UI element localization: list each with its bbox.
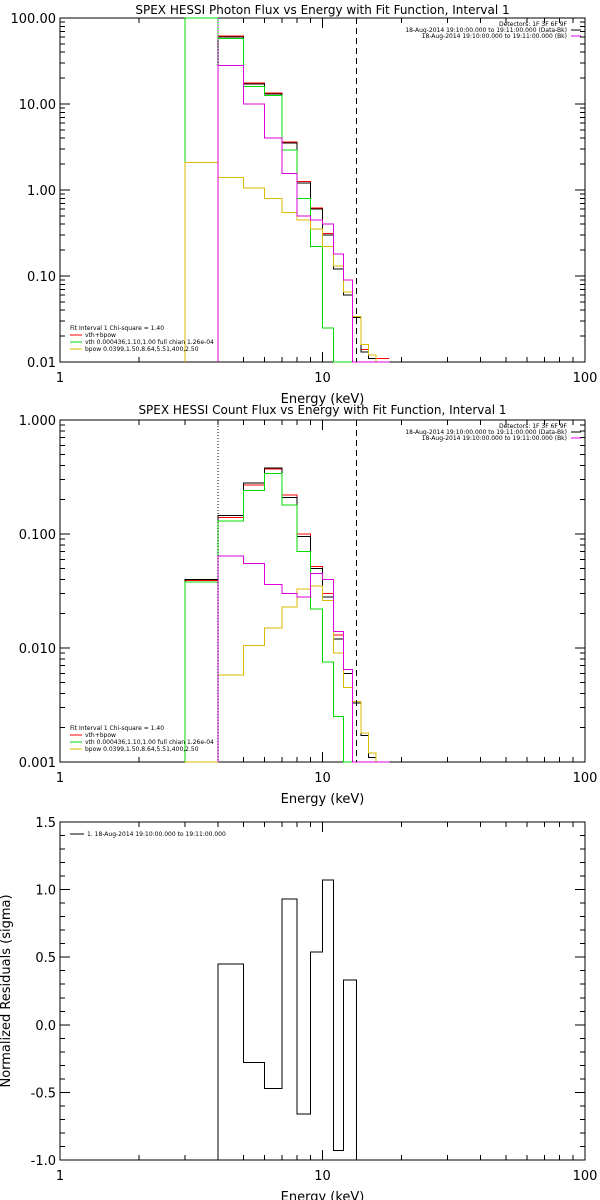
x-tick-label: 1 [56, 771, 64, 786]
y-tick-label: 1.0 [35, 884, 56, 899]
series-line [184, 472, 390, 763]
x-tick-label: 1 [56, 371, 64, 386]
x-axis-label: Energy (keV) [281, 392, 365, 407]
x-axis-label: Energy (keV) [281, 792, 365, 807]
chart-count: SPEX HESSI Count Flux vs Energy with Fit… [19, 403, 598, 807]
y-tick-label: 1.5 [35, 816, 56, 831]
info-line: Detectors: 1F 3F 6F 9F [499, 423, 568, 430]
series-line [184, 17, 390, 363]
chart-resid: 1 10 100 Energy (keV) -1.0 -0.5 0.0 0.5 1.0 1.5 No… [0, 816, 597, 1200]
chart-title: SPEX HESSI Count Flux vs Energy with Fit… [138, 403, 506, 417]
plot-frame [59, 821, 586, 1161]
series-line [185, 585, 390, 763]
chart-photon: SPEX HESSI Photon Flux vs Energy with Fi… [11, 3, 598, 407]
series-line [217, 555, 390, 763]
legend-entry: vth+bpow [85, 332, 116, 339]
x-tick-label: 100 [573, 771, 598, 786]
legend-entry: bpow 0.0399,1.50,8.64,5.51,400,2.50 [85, 346, 199, 353]
x-tick-label: 10 [314, 371, 331, 386]
y-axis-label: Normalized Residuals (sigma) [0, 894, 14, 1087]
series-line [184, 468, 390, 763]
x-tick-label: 10 [314, 1169, 331, 1184]
y-tick-label: 1.000 [19, 414, 56, 429]
y-tick-label: 0.10 [27, 270, 56, 285]
info-line: 18-Aug-2014 19:10:00.000 to 19:11:00.000… [405, 27, 567, 34]
legend-title: Fit Interval 1 Chi-square = 1.40 [70, 725, 164, 732]
y-tick-label: 0.001 [19, 756, 56, 771]
series-line [184, 467, 390, 763]
x-tick-label: 100 [573, 371, 598, 386]
y-tick-label: 1.00 [27, 184, 56, 199]
series-line [217, 65, 390, 363]
legend-entry: vth 0.000436,1.10,1.00 full chian 1.26e-… [85, 739, 214, 746]
legend-title: Fit Interval 1 Chi-square = 1.40 [70, 325, 164, 332]
series-line [217, 879, 358, 1160]
y-tick-label: 0.01 [27, 356, 56, 371]
legend-entry: vth+bpow [85, 732, 116, 739]
info-line: 18-Aug-2014 19:10:00.000 to 19:11:00.000… [405, 429, 567, 436]
x-tick-label: 100 [573, 1169, 598, 1184]
y-tick-label: -1.0 [31, 1154, 56, 1169]
legend-entry: 1. 18-Aug-2014 19:10:00.000 to 19:11:00.… [87, 831, 226, 838]
y-tick-label: 0.010 [19, 642, 56, 657]
y-tick-label: 10.00 [19, 98, 56, 113]
y-tick-label: 100.00 [11, 12, 57, 27]
y-tick-label: 0.5 [35, 951, 56, 966]
legend-entry: vth 0.000436,1.10,1.00 full chian 1.26e-… [85, 339, 214, 346]
y-tick-label: -0.5 [31, 1086, 56, 1101]
y-tick-label: 0.0 [35, 1019, 56, 1034]
chart-title: SPEX HESSI Photon Flux vs Energy with Fi… [135, 3, 509, 17]
x-tick-label: 1 [56, 1169, 64, 1184]
info-line: 18-Aug-2014 19:10:00.000 to 19:11:00.000… [422, 435, 567, 442]
x-tick-label: 10 [314, 771, 331, 786]
legend-entry: bpow 0.0399,1.50,8.64,5.51,400,2.50 [85, 746, 199, 753]
series-line [184, 161, 390, 363]
info-line: 18-Aug-2014 19:10:00.000 to 19:11:00.000… [422, 33, 567, 40]
y-tick-label: 0.100 [19, 528, 56, 543]
x-axis-label: Energy (keV) [281, 1190, 365, 1200]
info-line: Detectors: 1F 3F 6F 9F [499, 21, 568, 28]
